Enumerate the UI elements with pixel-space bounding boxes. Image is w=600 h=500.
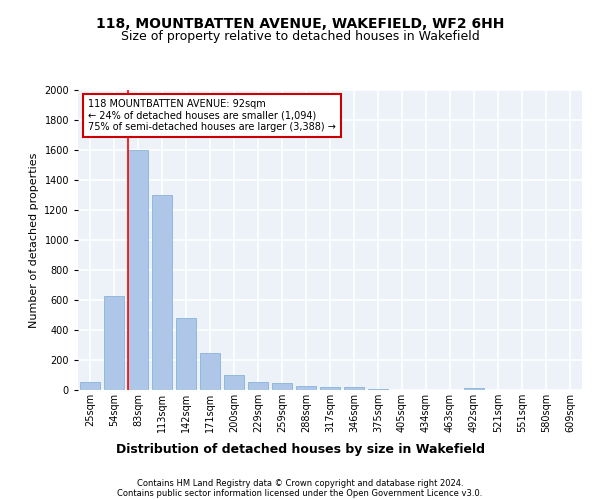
- Bar: [104, 296, 124, 390]
- Bar: [296, 386, 316, 390]
- Text: Distribution of detached houses by size in Wakefield: Distribution of detached houses by size …: [115, 442, 485, 456]
- Text: 118 MOUNTBATTEN AVENUE: 92sqm
← 24% of detached houses are smaller (1,094)
75% o: 118 MOUNTBATTEN AVENUE: 92sqm ← 24% of d…: [88, 99, 336, 132]
- Bar: [248, 382, 268, 390]
- Bar: [464, 388, 484, 390]
- Text: Size of property relative to detached houses in Wakefield: Size of property relative to detached ho…: [121, 30, 479, 43]
- Text: Contains HM Land Registry data © Crown copyright and database right 2024.: Contains HM Land Registry data © Crown c…: [137, 479, 463, 488]
- Bar: [344, 388, 364, 390]
- Text: 118, MOUNTBATTEN AVENUE, WAKEFIELD, WF2 6HH: 118, MOUNTBATTEN AVENUE, WAKEFIELD, WF2 …: [96, 18, 504, 32]
- Bar: [368, 388, 388, 390]
- Y-axis label: Number of detached properties: Number of detached properties: [29, 152, 39, 328]
- Bar: [320, 387, 340, 390]
- Bar: [80, 382, 100, 390]
- Bar: [128, 150, 148, 390]
- Bar: [272, 383, 292, 390]
- Bar: [200, 353, 220, 390]
- Bar: [152, 195, 172, 390]
- Bar: [176, 318, 196, 390]
- Bar: [224, 375, 244, 390]
- Text: Contains public sector information licensed under the Open Government Licence v3: Contains public sector information licen…: [118, 489, 482, 498]
